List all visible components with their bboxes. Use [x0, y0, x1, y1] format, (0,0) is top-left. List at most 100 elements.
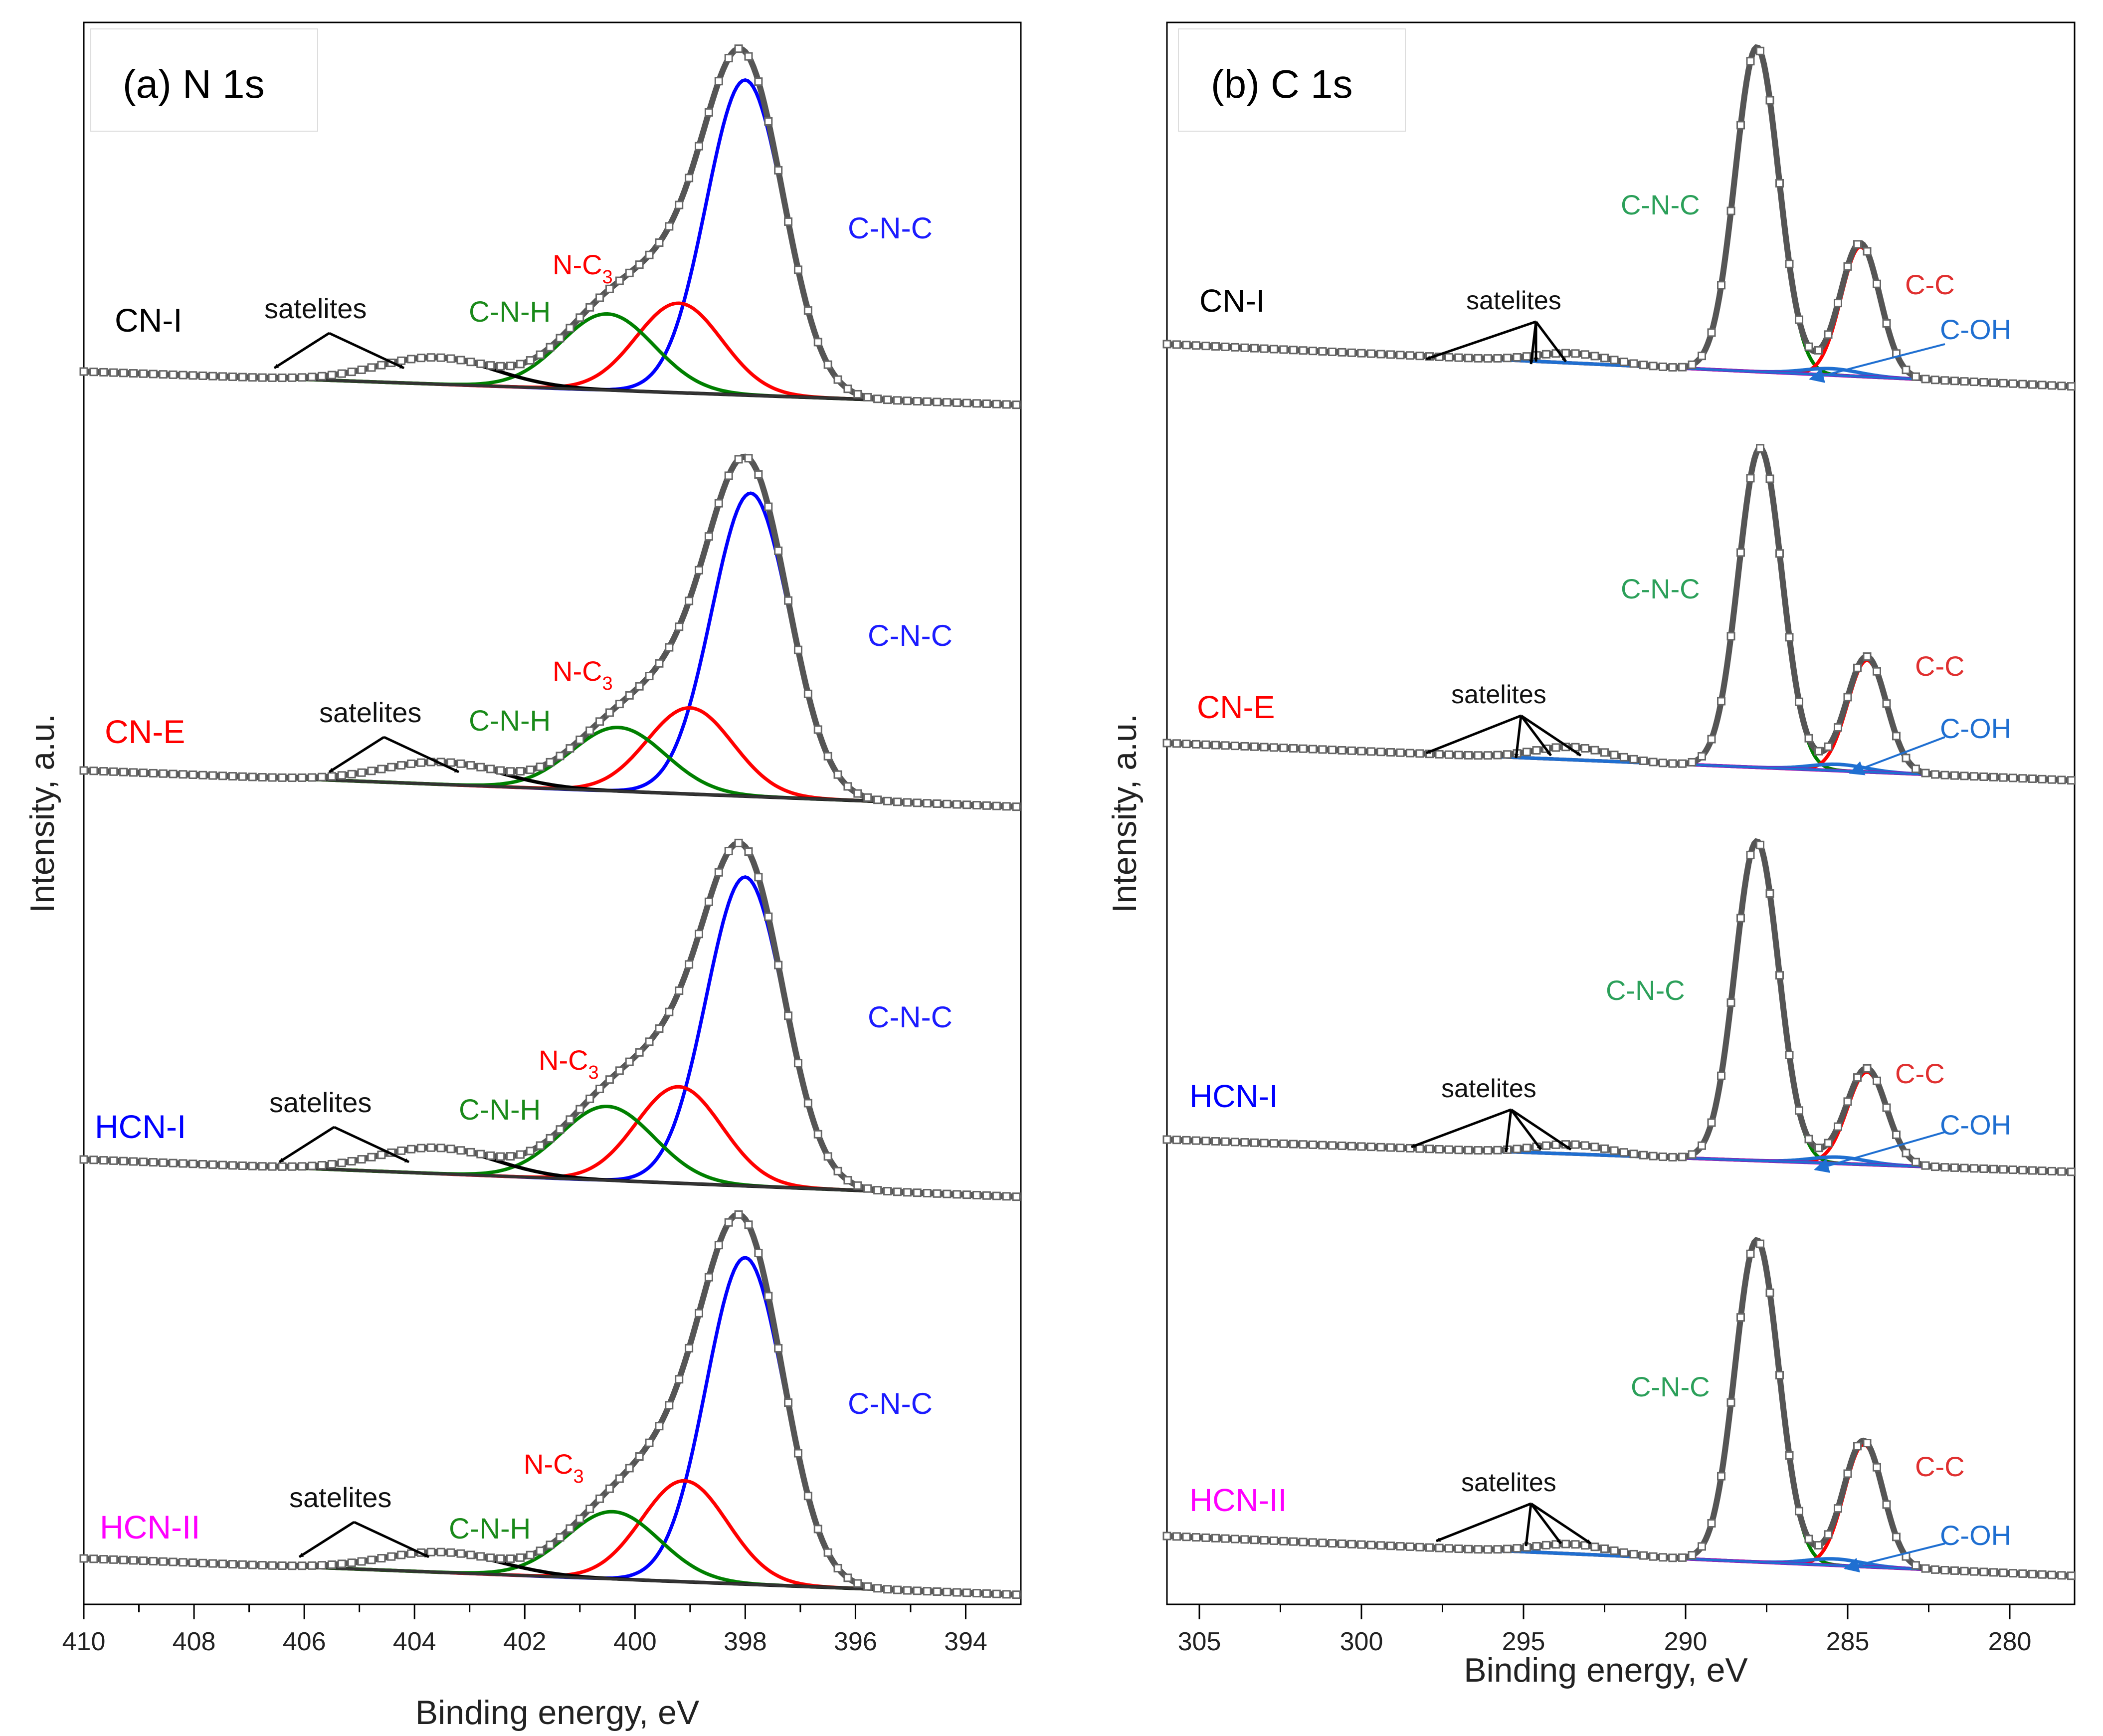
data-marker — [1002, 400, 1011, 409]
data-marker — [526, 766, 535, 774]
data-marker — [913, 1586, 922, 1595]
data-marker — [1415, 749, 1424, 758]
data-marker — [744, 847, 753, 856]
data-marker — [923, 799, 932, 808]
data-marker — [238, 1161, 247, 1170]
data-marker — [506, 1554, 515, 1563]
data-marker — [278, 1561, 287, 1570]
data-marker — [109, 368, 118, 377]
data-marker — [268, 373, 277, 382]
data-marker — [1396, 351, 1405, 360]
peak-label-nc3: N-C3 — [553, 249, 613, 288]
data-marker — [317, 1161, 326, 1170]
data-marker — [665, 1401, 674, 1410]
envelope-line — [1166, 838, 2074, 1175]
data-marker — [327, 371, 336, 380]
data-marker — [953, 398, 961, 407]
data-marker — [1002, 802, 1011, 811]
data-marker — [1192, 1533, 1200, 1542]
data-marker — [863, 793, 872, 802]
satelites-arrow — [1510, 1109, 1542, 1151]
data-marker — [179, 1558, 188, 1567]
data-marker — [1318, 745, 1327, 754]
data-marker — [1795, 1106, 1803, 1115]
data-marker — [1192, 1136, 1200, 1145]
data-marker — [1561, 349, 1570, 358]
data-marker — [357, 1155, 366, 1164]
peak-label-cc: C-C — [1895, 1058, 1945, 1089]
data-marker — [734, 44, 743, 53]
coh-arrow — [1809, 343, 1945, 383]
data-marker — [1445, 1544, 1453, 1553]
data-marker — [1989, 1568, 1998, 1577]
data-marker — [793, 1449, 802, 1458]
nc3-sub: 3 — [602, 267, 613, 288]
data-marker — [248, 373, 257, 382]
nc3-sub: 3 — [602, 673, 613, 694]
data-marker — [1620, 753, 1628, 762]
data-marker — [367, 363, 376, 372]
data-marker — [1736, 914, 1745, 923]
data-marker — [2057, 1571, 2066, 1580]
data-marker — [1270, 1139, 1278, 1148]
data-marker — [288, 373, 297, 382]
data-marker — [1211, 741, 1220, 750]
data-marker — [466, 761, 475, 770]
data-marker — [208, 1160, 217, 1169]
data-marker — [1726, 206, 1735, 215]
data-marker — [248, 1161, 257, 1170]
data-marker — [2018, 1569, 2027, 1578]
data-marker — [655, 238, 664, 247]
data-marker — [1386, 1143, 1395, 1152]
data-marker — [883, 1187, 892, 1196]
data-marker — [1318, 1141, 1327, 1150]
data-marker — [933, 397, 942, 406]
data-marker — [496, 362, 505, 371]
peak-label-cnc: C-N-C — [1606, 974, 1685, 1006]
data-marker — [903, 1586, 912, 1595]
data-marker — [1484, 1545, 1492, 1554]
data-marker — [933, 799, 942, 808]
data-marker — [1231, 742, 1239, 751]
data-marker — [546, 758, 555, 767]
data-marker — [298, 1162, 307, 1171]
peak-label-nc3: N-C3 — [553, 655, 613, 694]
sample-hcn-i: HCN-I C-N-C N-C3 C-N-H satelites — [79, 838, 1021, 1201]
title-box — [1178, 28, 1406, 132]
data-marker — [1873, 1463, 1881, 1472]
data-marker — [2038, 381, 2047, 389]
data-marker — [1639, 361, 1648, 370]
data-marker — [416, 354, 425, 363]
data-marker — [625, 1464, 634, 1473]
data-marker — [1270, 743, 1278, 752]
data-marker — [1454, 1544, 1463, 1553]
data-marker — [1843, 1097, 1852, 1106]
data-marker — [79, 766, 88, 775]
data-marker — [823, 1152, 832, 1161]
data-marker — [99, 1156, 108, 1165]
data-marker — [1610, 1546, 1619, 1555]
data-marker — [2018, 1165, 2027, 1174]
data-marker — [546, 1541, 555, 1549]
data-marker — [1950, 771, 1959, 780]
data-marker — [962, 1588, 971, 1597]
data-marker — [1289, 744, 1298, 753]
data-marker — [1270, 345, 1278, 354]
data-marker — [149, 370, 158, 379]
data-marker — [1921, 1161, 1930, 1170]
data-marker — [943, 1587, 952, 1596]
component-c-n-c-line — [1166, 839, 2074, 1174]
sample-hcn-ii: HCN-II C-N-C N-C3 C-N-H satelites — [79, 1210, 1021, 1599]
data-marker — [913, 798, 922, 807]
data-marker — [1299, 1538, 1308, 1546]
data-marker — [655, 659, 664, 668]
data-marker — [1289, 1537, 1298, 1546]
data-marker — [1347, 348, 1356, 357]
data-marker — [466, 358, 475, 367]
data-marker — [1600, 354, 1609, 363]
data-marker — [89, 1554, 98, 1563]
data-marker — [536, 1141, 545, 1150]
data-marker — [446, 1548, 455, 1557]
data-marker — [1002, 1192, 1011, 1201]
data-marker — [883, 395, 892, 404]
